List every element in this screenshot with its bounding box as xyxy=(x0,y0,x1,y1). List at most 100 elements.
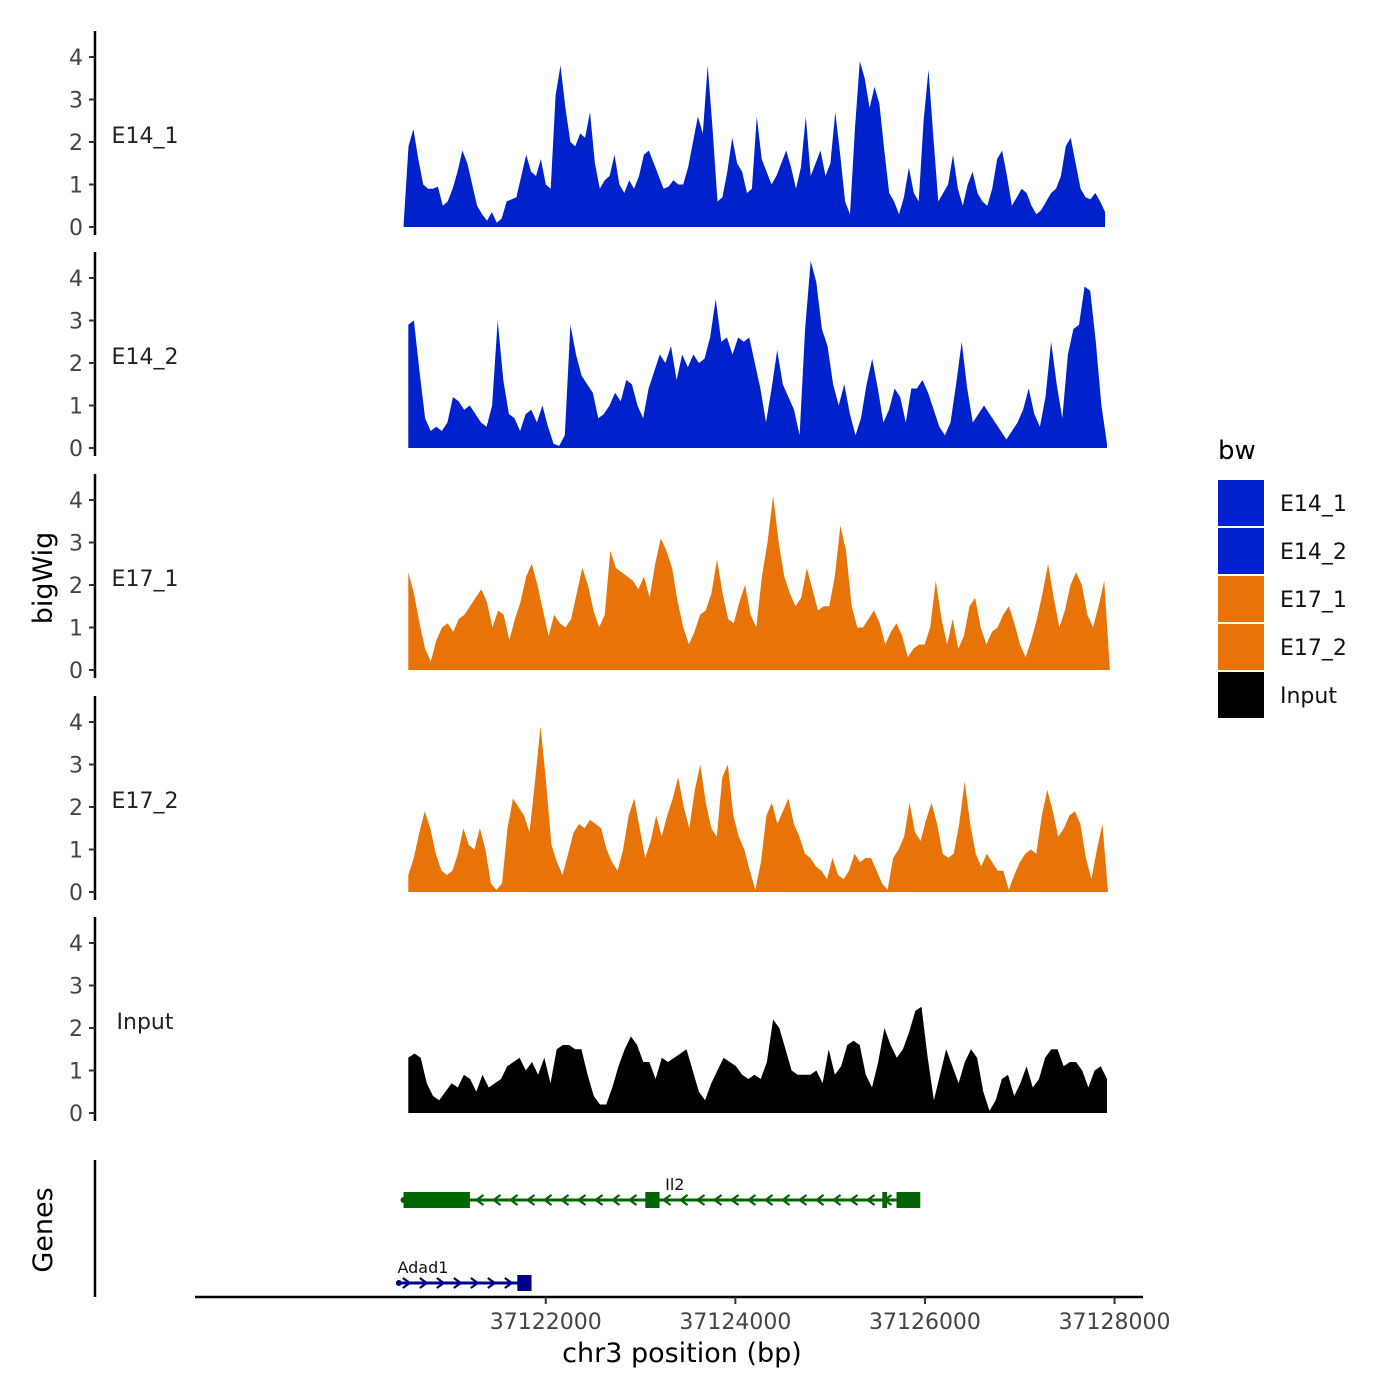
legend-label: E14_1 xyxy=(1280,492,1347,517)
x-tick-label: 37128000 xyxy=(1059,1310,1171,1335)
gene-name-label: Il2 xyxy=(665,1175,684,1194)
coverage-area-e14-2 xyxy=(408,261,1107,448)
y-tick-label: 2 xyxy=(69,574,83,599)
legend-swatch xyxy=(1218,672,1264,718)
gene-exon xyxy=(403,1192,470,1208)
legend-swatch xyxy=(1218,480,1264,526)
gene-exon xyxy=(645,1192,660,1208)
strand-arrow xyxy=(470,1277,480,1289)
x-tick-label: 37126000 xyxy=(869,1310,981,1335)
strand-arrow xyxy=(487,1277,497,1289)
track-label: E17_2 xyxy=(112,789,179,814)
genes-track: Il2 Adad1 xyxy=(93,1160,921,1297)
strand-arrow xyxy=(678,1194,689,1206)
y-tick-label: 1 xyxy=(69,617,83,642)
track-e14-1: 0 1 2 3 4 E14_1 xyxy=(69,31,1106,241)
gene-adad1: Adad1 xyxy=(395,1258,532,1291)
legend-swatch xyxy=(1218,528,1264,574)
y-tick-label: 4 xyxy=(69,46,83,71)
gene-exon xyxy=(882,1192,888,1208)
strand-arrow xyxy=(797,1194,808,1206)
y-tick-label: 2 xyxy=(69,1017,83,1042)
strand-arrow xyxy=(780,1194,791,1206)
y-tick-label: 0 xyxy=(69,659,83,684)
track-label: E14_1 xyxy=(112,124,179,149)
y-tick-label: 2 xyxy=(69,131,83,156)
y-tick-label: 1 xyxy=(69,839,83,864)
strand-arrow xyxy=(729,1194,740,1206)
legend-swatch xyxy=(1218,576,1264,622)
strand-arrow xyxy=(661,1194,672,1206)
strand-arrow xyxy=(508,1194,519,1206)
coverage-area-e17-2 xyxy=(408,726,1108,892)
strand-arrow xyxy=(491,1194,502,1206)
y-tick-label: 1 xyxy=(69,395,83,420)
strand-arrow xyxy=(419,1277,429,1289)
x-tick-label: 37122000 xyxy=(490,1310,602,1335)
strand-arrow xyxy=(746,1194,757,1206)
strand-arrow xyxy=(402,1277,412,1289)
track-label: E14_2 xyxy=(112,345,179,370)
strand-arrow xyxy=(695,1194,706,1206)
y-tick-label: 3 xyxy=(69,975,83,1000)
strand-arrow xyxy=(865,1194,876,1206)
x-axis-title: chr3 position (bp) xyxy=(562,1338,802,1369)
track-label: Input xyxy=(117,1010,174,1035)
legend-label: E17_2 xyxy=(1280,636,1347,661)
legend-title: bw xyxy=(1218,436,1256,466)
legend-swatch xyxy=(1218,624,1264,670)
legend-label: Input xyxy=(1280,684,1337,709)
genes-axis-title: Genes xyxy=(28,1187,59,1272)
y-tick-label: 3 xyxy=(69,310,83,335)
y-tick-label: 0 xyxy=(69,881,83,906)
strand-arrow xyxy=(576,1194,587,1206)
strand-arrow xyxy=(610,1194,621,1206)
y-tick-label: 4 xyxy=(69,711,83,736)
gene-name-label: Adad1 xyxy=(397,1258,448,1277)
y-tick-label: 0 xyxy=(69,216,83,241)
x-tick-label: 37124000 xyxy=(679,1310,791,1335)
strand-arrow xyxy=(504,1277,514,1289)
y-tick-label: 2 xyxy=(69,796,83,821)
track-e14-2: 0 1 2 3 4 E14_2 xyxy=(69,252,1107,462)
y-tick-label: 4 xyxy=(69,267,83,292)
coverage-area-e17-1 xyxy=(408,495,1110,670)
strand-arrow xyxy=(436,1277,446,1289)
track-input: 0 1 2 3 4 Input xyxy=(69,917,1107,1127)
y-tick-label: 4 xyxy=(69,932,83,957)
gene-il2: Il2 xyxy=(400,1175,921,1208)
strand-arrow xyxy=(763,1194,774,1206)
strand-arrow xyxy=(542,1194,553,1206)
track-label: E17_1 xyxy=(112,567,179,592)
strand-arrow xyxy=(814,1194,825,1206)
y-tick-label: 2 xyxy=(69,352,83,377)
strand-arrow xyxy=(474,1194,485,1206)
strand-arrow xyxy=(559,1194,570,1206)
gene-exon xyxy=(896,1192,921,1208)
coverage-area-input xyxy=(408,1006,1107,1113)
strand-arrow xyxy=(712,1194,723,1206)
strand-arrow xyxy=(627,1194,638,1206)
legend-label: E17_1 xyxy=(1280,588,1347,613)
y-tick-label: 3 xyxy=(69,532,83,557)
gene-exon xyxy=(517,1275,532,1291)
coverage-area-e14-1 xyxy=(403,61,1106,227)
track-e17-2: 0 1 2 3 4 E17_2 xyxy=(69,696,1108,906)
y-axis-title: bigWig xyxy=(28,532,59,625)
strand-arrow xyxy=(593,1194,604,1206)
strand-arrow xyxy=(525,1194,536,1206)
y-tick-label: 4 xyxy=(69,489,83,514)
legend: bw E14_1 E14_2 E17_1 E17_2 Input xyxy=(1218,436,1347,718)
legend-label: E14_2 xyxy=(1280,540,1347,565)
strand-arrow xyxy=(848,1194,859,1206)
bigwig-tracks: 0 1 2 3 4 E14_1 0 1 2 3 4 E14_2 0 1 2 3 4 E17_1 0 1 2 3 4 E17_2… xyxy=(69,31,1110,1127)
y-tick-label: 0 xyxy=(69,1102,83,1127)
y-tick-label: 3 xyxy=(69,89,83,114)
x-axis: 37122000 37124000 37126000 37128000 xyxy=(195,1295,1171,1335)
y-tick-label: 1 xyxy=(69,174,83,199)
strand-arrow xyxy=(453,1277,463,1289)
track-e17-1: 0 1 2 3 4 E17_1 xyxy=(69,474,1110,684)
gene-start-marker xyxy=(395,1280,402,1286)
y-tick-label: 3 xyxy=(69,754,83,779)
